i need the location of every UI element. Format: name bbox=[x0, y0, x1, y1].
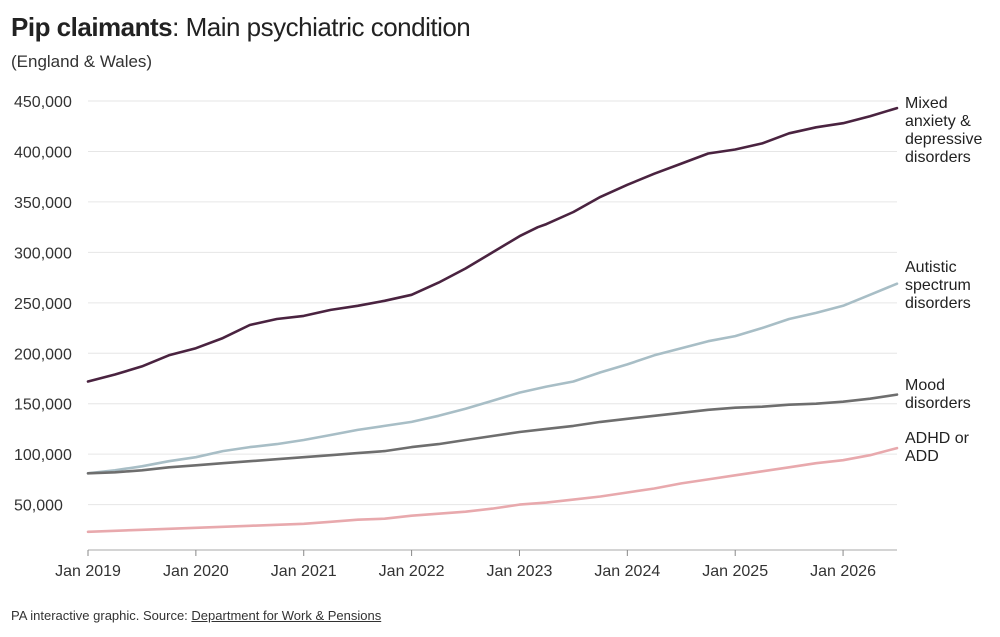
y-tick-label: 400,000 bbox=[14, 144, 72, 161]
series-label-mixed-anxiety-depressive-disorders: Mixed anxiety & depressive disorders bbox=[905, 95, 982, 166]
series-label-line: anxiety & bbox=[905, 113, 971, 130]
series-label-line: Mood bbox=[905, 377, 945, 394]
x-tick-label: Jan 2019 bbox=[55, 563, 121, 580]
series-label-adhd-or-add: ADHD or ADD bbox=[905, 430, 970, 465]
series-label-line: ADHD or bbox=[905, 430, 970, 447]
x-tick-label: Jan 2023 bbox=[487, 563, 553, 580]
source-footer: PA interactive graphic. Source: Departme… bbox=[11, 608, 381, 623]
y-tick-label: 250,000 bbox=[14, 296, 72, 313]
x-tick-label: Jan 2024 bbox=[594, 563, 660, 580]
y-axis-ticks: 50,000 100,000 150,000 200,000 250,000 300,00… bbox=[14, 94, 72, 515]
series-label-mood-disorders: Mood disorders bbox=[905, 377, 971, 412]
series-line-mixed-anxiety-depressive-disorders bbox=[86, 106, 899, 383]
y-tick-label: 100,000 bbox=[14, 447, 72, 464]
x-axis: Jan 2019 Jan 2020 Jan 2021 Jan 2022 Jan 2023… bbox=[55, 549, 897, 580]
y-tick-label: 350,000 bbox=[14, 195, 72, 212]
line-chart: 50,000 100,000 150,000 200,000 250,000 300,00… bbox=[14, 94, 982, 580]
chart-subtitle: (England & Wales) bbox=[11, 52, 153, 71]
y-tick-label: 200,000 bbox=[14, 346, 72, 363]
series-line-mood-disorders bbox=[86, 393, 899, 475]
series-label-autistic-spectrum-disorders: Autistic spectrum disorders bbox=[905, 259, 971, 312]
y-tick-label: 300,000 bbox=[14, 245, 72, 262]
series-label-line: spectrum bbox=[905, 277, 971, 294]
y-tick-label: 50,000 bbox=[14, 498, 63, 515]
y-tick-label: 150,000 bbox=[14, 397, 72, 414]
series-label-line: disorders bbox=[905, 395, 971, 412]
x-tick-label: Jan 2025 bbox=[702, 563, 768, 580]
gridlines bbox=[88, 100, 897, 506]
title-bold: Pip claimants bbox=[11, 12, 173, 42]
series-label-line: disorders bbox=[905, 149, 971, 166]
series-label-line: disorders bbox=[905, 295, 971, 312]
x-tick-label: Jan 2022 bbox=[379, 563, 445, 580]
series-label-line: ADD bbox=[905, 448, 939, 465]
series-label-line: Autistic bbox=[905, 259, 957, 276]
series-line-adhd-or-add bbox=[86, 446, 899, 534]
chart-title: Pip claimants: Main psychiatric conditio… bbox=[11, 12, 471, 43]
series-line-autistic-spectrum-disorders bbox=[86, 282, 899, 475]
series-labels: Mixed anxiety & depressive disordersAutisti… bbox=[905, 95, 982, 465]
x-tick-label: Jan 2021 bbox=[271, 563, 337, 580]
x-tick-label: Jan 2026 bbox=[810, 563, 876, 580]
series-label-line: Mixed bbox=[905, 95, 948, 112]
y-tick-label: 450,000 bbox=[14, 94, 72, 111]
series-lines bbox=[86, 106, 899, 534]
footer-prefix: PA interactive graphic. Source: bbox=[11, 608, 192, 623]
title-rest: : Main psychiatric condition bbox=[172, 12, 471, 42]
series-label-line: depressive bbox=[905, 131, 982, 148]
x-tick-label: Jan 2020 bbox=[163, 563, 229, 580]
source-link[interactable]: Department for Work & Pensions bbox=[191, 608, 382, 623]
